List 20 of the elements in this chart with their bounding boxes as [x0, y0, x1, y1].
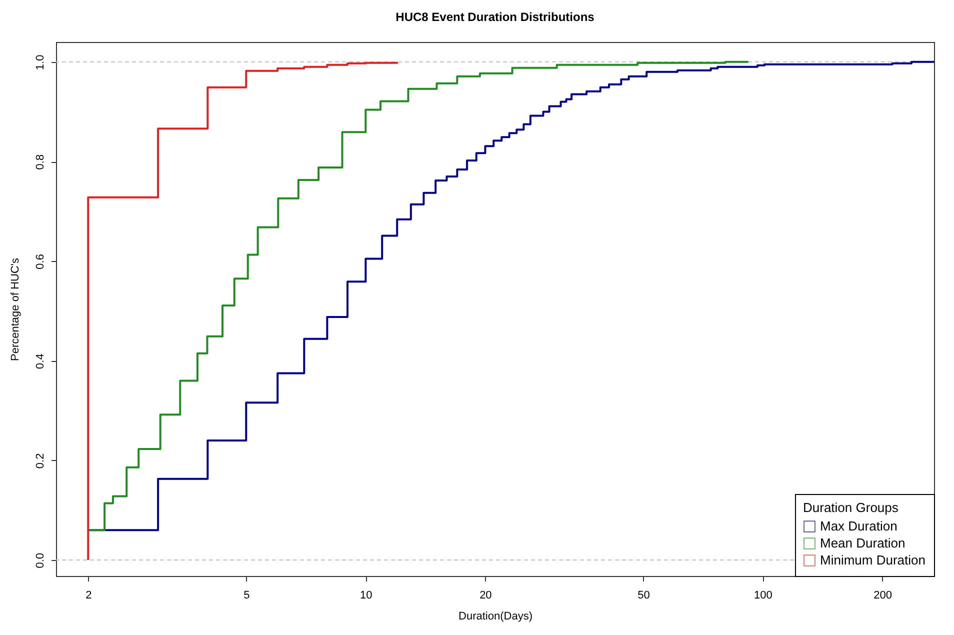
legend-label: Max Duration: [820, 518, 898, 534]
legend-label: Mean Duration: [820, 536, 906, 550]
y-tick-label: 1.0: [34, 54, 46, 70]
y-tick-label: 0.8: [34, 154, 46, 170]
x-tick-label: 10: [360, 590, 372, 602]
y-tick-label: 0.4: [34, 354, 46, 369]
x-tick-label: 2: [86, 590, 92, 602]
legend-title: Duration Groups: [803, 500, 899, 515]
x-tick-label: 100: [754, 590, 772, 602]
legend-label: Minimum Duration: [820, 552, 926, 568]
y-tick-label: 0.0: [34, 552, 46, 568]
chart-title: HUC8 Event Duration Distributions: [396, 10, 595, 24]
y-axis-title: Percentage of HUC's: [10, 258, 22, 361]
x-axis-title: Duration(Days): [458, 610, 532, 622]
x-tick-label: 200: [874, 590, 892, 602]
y-tick-label: 0.2: [34, 453, 46, 469]
y-tick-label: 0.6: [34, 254, 46, 270]
x-tick-label: 50: [638, 590, 650, 602]
x-tick-label: 5: [244, 590, 250, 602]
x-tick-label: 20: [480, 590, 492, 602]
